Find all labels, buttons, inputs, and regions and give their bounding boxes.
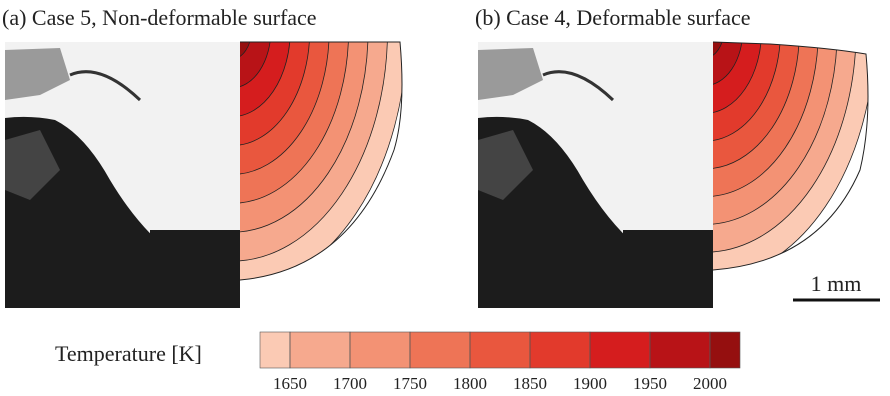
panel-title: (a) Case 5, Non-deformable surface (2, 5, 317, 30)
colorbar-tick-label: 1850 (513, 374, 547, 393)
colorbar-band (289, 331, 351, 369)
colorbar-tick-label: 1750 (393, 374, 427, 393)
contour-band (713, 42, 725, 59)
colorbar-tick-label: 1700 (333, 374, 367, 393)
colorbar-band (259, 331, 291, 369)
panel-title: (b) Case 4, Deformable surface (475, 5, 750, 30)
colorbar-title: Temperature [K] (55, 341, 202, 366)
colorbar-tick-label: 1950 (633, 374, 667, 393)
colorbar-band (589, 331, 651, 369)
colorbar-tick-label: 1800 (453, 374, 487, 393)
contour-band (240, 42, 252, 60)
colorbar-tick-label: 1900 (573, 374, 607, 393)
colorbar-band (709, 331, 741, 369)
contour-band (240, 42, 291, 118)
colorbar-band (469, 331, 531, 369)
scale-bar-label: 1 mm (811, 271, 862, 296)
colorbar-tick-label: 1650 (273, 374, 307, 393)
temperature-contour (713, 42, 868, 270)
colorbar-band (409, 331, 471, 369)
contour-band (713, 42, 763, 114)
colorbar-band (529, 331, 591, 369)
contour-outline (712, 41, 869, 271)
colorbar-band (349, 331, 411, 369)
contour-outline (239, 41, 403, 281)
temperature-contour (240, 42, 402, 280)
micrograph (478, 42, 713, 308)
contour-band (713, 42, 744, 86)
colorbar: 1650 1700 1750 1800 1850 1900 1950 2000 (259, 331, 741, 393)
contour-band (240, 42, 272, 89)
colorbar-tick-label: 2000 (693, 374, 727, 393)
micrograph (5, 42, 240, 308)
colorbar-band (649, 331, 711, 369)
